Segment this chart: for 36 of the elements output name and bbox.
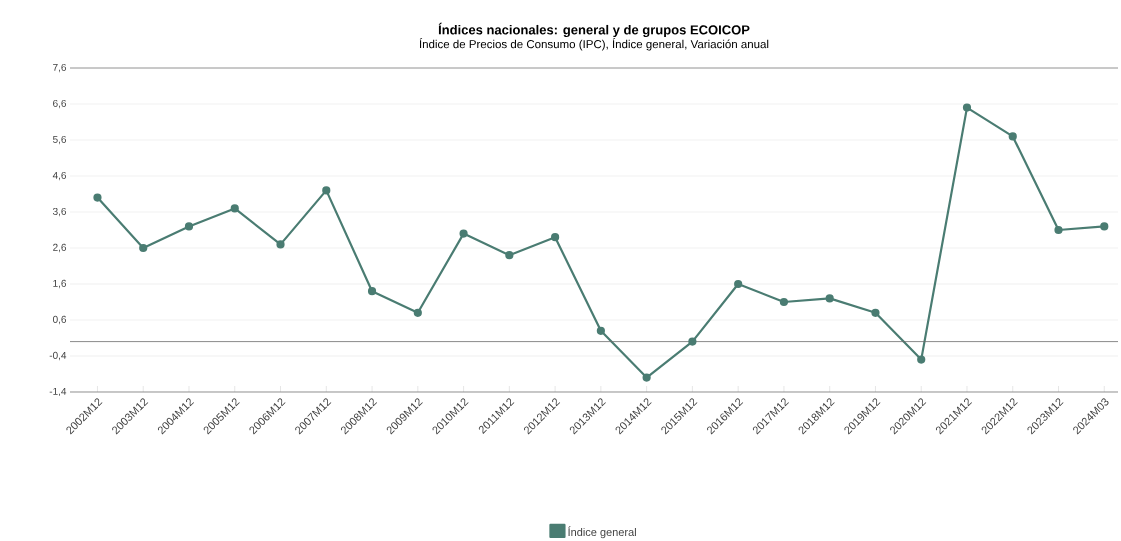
y-tick-label: 2,6 [53,243,67,252]
point [825,294,834,303]
point [642,373,651,382]
point [230,204,239,213]
point [688,337,697,346]
point [505,250,514,260]
point [734,279,743,288]
point [93,193,102,202]
point [276,240,285,249]
point [1054,225,1063,234]
point [413,308,422,317]
point [459,229,468,238]
y-tick-label: -1,4 [49,387,67,396]
point [551,232,560,242]
y-tick-label: -0,4 [49,351,67,360]
y-tick-label: 6,6 [53,99,67,108]
point [322,186,331,195]
chart-title: Índices nacionales: general y de grupos ECOICOP [438,22,750,37]
point [962,103,972,112]
point [596,326,605,335]
y-tick-label: 7,6 [53,63,67,72]
y-tick-label: 5,6 [52,135,67,144]
point [917,355,926,364]
chart-subtitle: Índice de Precios de Consumo (IPC), Índice general, Variación anual [419,37,769,51]
y-tick-label: 4,6 [52,171,67,180]
y-tick-label: 1,6 [53,279,67,288]
point [871,308,880,317]
point [779,297,789,306]
y-tick-label: 0,6 [52,315,67,324]
point [367,286,377,296]
legend-label: Índice general [568,526,636,538]
point [1008,132,1017,141]
y-tick-label: 3,6 [52,207,67,216]
point [184,222,194,231]
point [139,243,148,252]
point [1100,222,1109,231]
